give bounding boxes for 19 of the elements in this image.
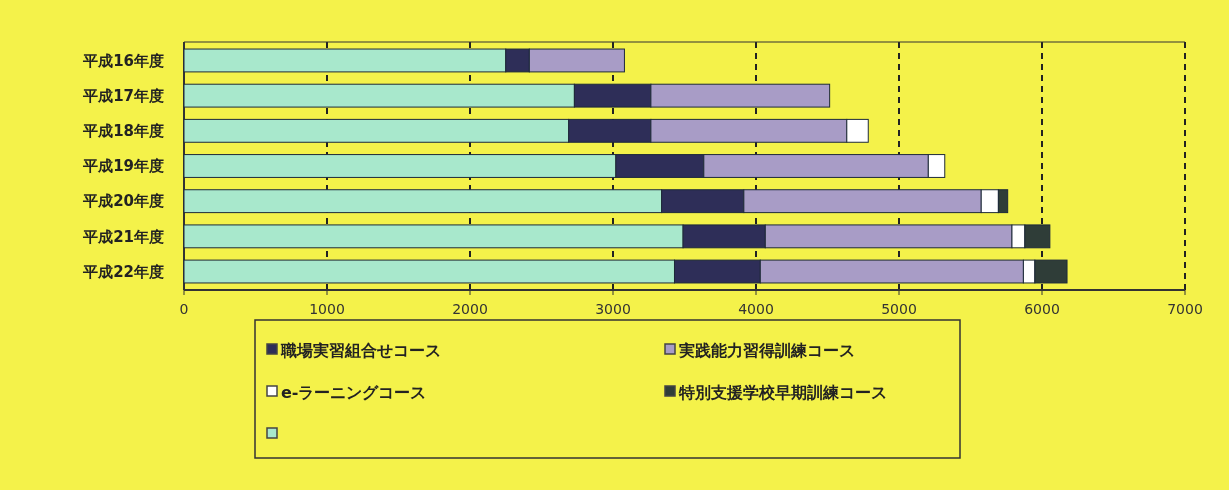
x-tick-label: 5000: [881, 301, 917, 317]
x-tick-label: 6000: [1024, 301, 1060, 317]
y-tick-label: 平成20年度: [82, 192, 164, 211]
x-tick-label: 7000: [1167, 301, 1203, 317]
legend-label: 実践能力習得訓練コース: [678, 340, 855, 360]
x-tick-label: 3000: [595, 301, 631, 317]
x-tick-label: 1000: [309, 301, 345, 317]
legend-label: e-ラーニングコース: [281, 382, 427, 402]
y-tick-label: 平成18年度: [82, 122, 164, 141]
y-tick-label: 平成22年度: [82, 262, 164, 281]
x-tick-label: 4000: [738, 301, 774, 317]
y-tick-label: 平成17年度: [82, 86, 164, 105]
y-tick-label: 平成21年度: [82, 227, 164, 246]
y-tick-label: 平成19年度: [82, 157, 164, 176]
x-tick-label: 2000: [452, 301, 488, 317]
legend-label: 職場実習組合せコース: [280, 340, 441, 360]
legend-label: 特別支援学校早期訓練コース: [678, 382, 887, 402]
y-tick-label: 平成16年度: [82, 51, 164, 70]
x-tick-label: 0: [179, 301, 189, 317]
